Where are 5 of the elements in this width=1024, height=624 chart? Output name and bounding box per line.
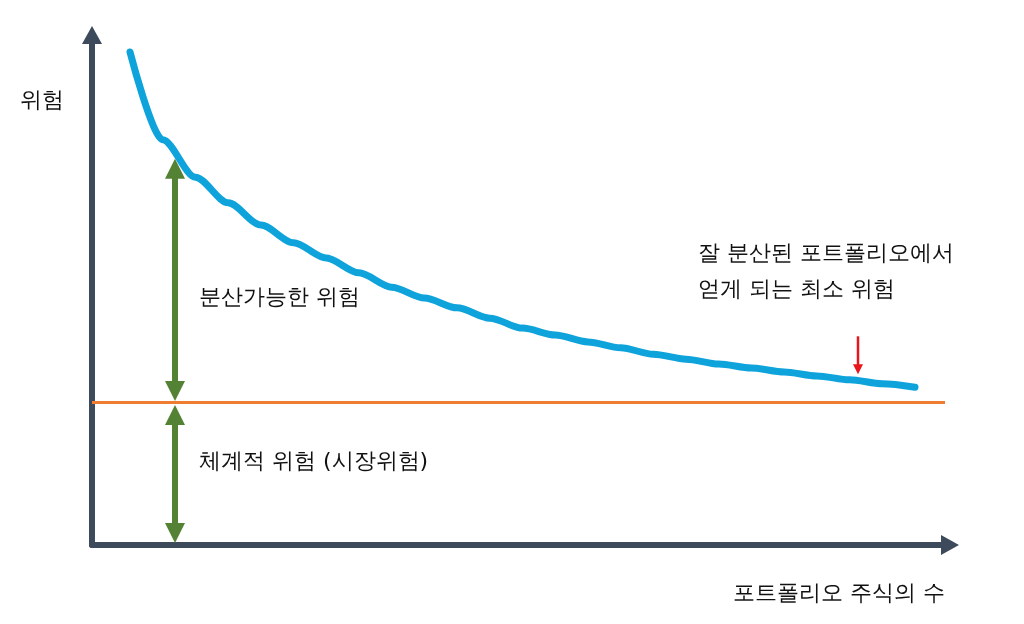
- y-axis-title: 위험: [20, 86, 64, 112]
- x-axis-title: 포트폴리오 주식의 수: [733, 579, 945, 605]
- annotation: 체계적 위험 (시장위험): [199, 447, 429, 473]
- annotation: 분산가능한 위험: [199, 283, 360, 309]
- annotation: 잘 분산된 포트폴리오에서 얻게 되는 최소 위험: [698, 239, 954, 301]
